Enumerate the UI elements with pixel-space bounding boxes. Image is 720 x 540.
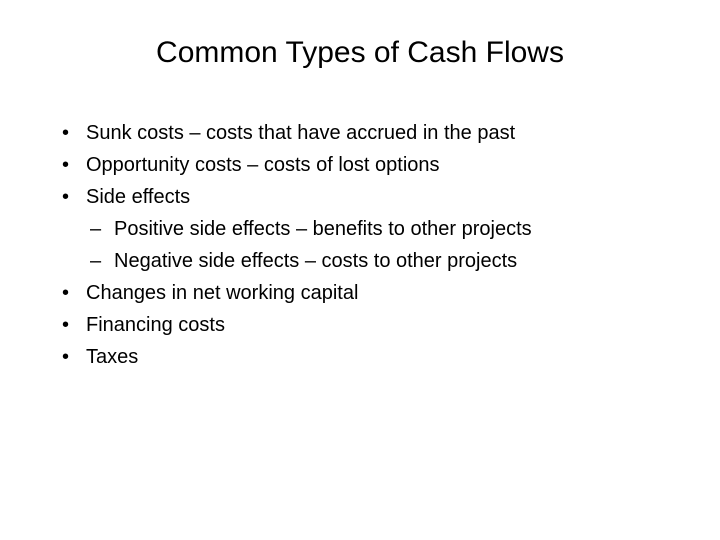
bullet-list: Sunk costs – costs that have accrued in …	[40, 118, 680, 372]
sub-bullet-item: Negative side effects – costs to other p…	[58, 246, 680, 276]
bullet-item: Opportunity costs – costs of lost option…	[58, 150, 680, 180]
bullet-item: Financing costs	[58, 310, 680, 340]
sub-bullet-item: Positive side effects – benefits to othe…	[58, 214, 680, 244]
bullet-item: Side effects	[58, 182, 680, 212]
slide-container: Common Types of Cash Flows Sunk costs – …	[0, 0, 720, 540]
bullet-item: Taxes	[58, 342, 680, 372]
slide-title: Common Types of Cash Flows	[40, 36, 680, 70]
bullet-item: Changes in net working capital	[58, 278, 680, 308]
sub-bullet-list: Positive side effects – benefits to othe…	[58, 214, 680, 276]
bullet-item: Sunk costs – costs that have accrued in …	[58, 118, 680, 148]
